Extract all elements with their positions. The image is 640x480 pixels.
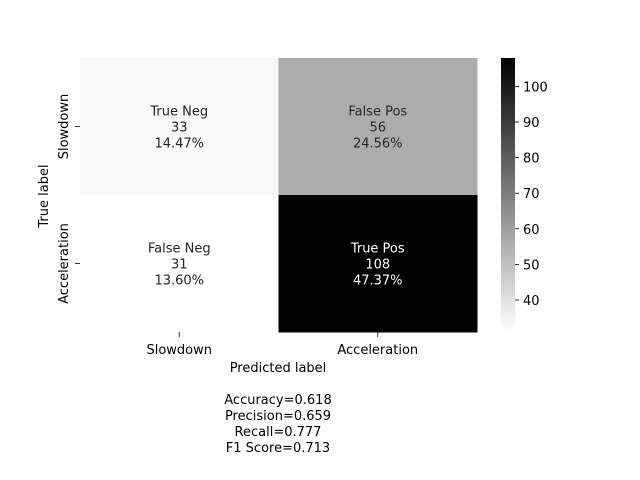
cell-count-label: 56: [369, 121, 386, 136]
x-tick-label: Acceleration: [337, 343, 418, 358]
colorbar-tick-label: 90: [523, 116, 540, 131]
y-axis-label: True label: [37, 164, 52, 228]
accuracy-text: Accuracy=0.618: [224, 393, 332, 408]
heatmap-cell: [80, 195, 279, 333]
heatmap-cell: [278, 195, 478, 333]
cell-percent-label: 47.37%: [353, 274, 403, 289]
colorbar-tick-label: 60: [523, 223, 540, 238]
precision-text: Precision=0.659: [224, 409, 332, 424]
f1-score-text: F1 Score=0.713: [225, 441, 331, 456]
y-tick-label: Slowdown: [57, 94, 72, 160]
cell-percent-label: 13.60%: [154, 274, 204, 289]
cell-name-label: False Pos: [348, 105, 407, 120]
colorbar-tick-label: 50: [523, 258, 540, 273]
cell-name-label: True Pos: [350, 242, 405, 257]
y-tick-label: Acceleration: [57, 223, 72, 304]
cell-name-label: False Neg: [148, 242, 211, 257]
cell-percent-label: 24.56%: [353, 137, 403, 152]
cell-name-label: True Neg: [149, 105, 208, 120]
heatmap-cell: [278, 58, 478, 196]
metrics-summary: Accuracy=0.618 Precision=0.659 Recall=0.…: [178, 393, 378, 457]
colorbar-tick-label: 40: [523, 294, 540, 309]
heatmap-cell: [80, 58, 279, 196]
x-tick-label: Slowdown: [146, 343, 212, 358]
colorbar-tick-label: 100: [523, 80, 548, 95]
cell-count-label: 108: [365, 258, 390, 273]
colorbar: [501, 58, 515, 332]
colorbar-tick-label: 70: [523, 187, 540, 202]
x-axis-ticks: Slowdown Acceleration: [146, 332, 418, 358]
cell-count-label: 31: [171, 258, 188, 273]
colorbar-tick-label: 80: [523, 152, 540, 167]
y-axis-ticks: Slowdown Acceleration: [57, 94, 80, 304]
cell-count-label: 33: [171, 121, 188, 136]
cell-percent-label: 14.47%: [154, 137, 204, 152]
x-axis-label: Predicted label: [230, 361, 327, 376]
recall-text: Recall=0.777: [234, 425, 322, 440]
colorbar-ticks: 40 50 60 70 80 90 100: [515, 80, 548, 309]
